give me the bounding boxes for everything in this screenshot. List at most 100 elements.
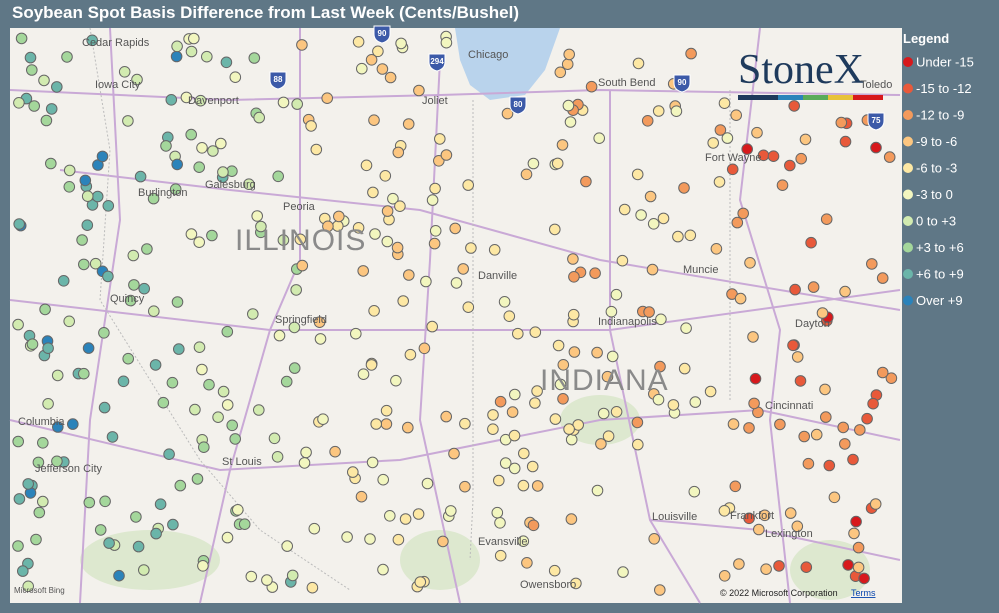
marker [800, 561, 813, 574]
legend-swatch[interactable] [903, 269, 913, 279]
marker [102, 200, 115, 212]
legend-title: Legend [903, 31, 949, 46]
marker [165, 94, 178, 106]
marker [565, 513, 578, 525]
marker [440, 410, 453, 423]
marker [527, 519, 540, 532]
marker [197, 560, 209, 572]
marker [820, 411, 832, 423]
legend-label[interactable]: Under -15 [916, 55, 974, 70]
marker [81, 190, 94, 202]
legend-swatch[interactable] [903, 295, 913, 306]
legend-label[interactable]: Over +9 [916, 293, 963, 308]
marker [529, 397, 541, 409]
marker [563, 423, 575, 435]
legend-label[interactable]: -3 to 0 [916, 187, 953, 202]
legend-swatch[interactable] [903, 163, 913, 173]
legend-label[interactable]: -6 to -3 [916, 161, 957, 176]
marker [185, 128, 197, 141]
marker [24, 51, 37, 64]
marker [517, 535, 530, 548]
marker [91, 190, 104, 203]
marker [459, 480, 471, 493]
marker [22, 580, 35, 593]
legend-label[interactable]: -9 to -6 [916, 134, 957, 149]
marker [657, 212, 670, 225]
marker [13, 97, 25, 109]
marker [641, 115, 654, 127]
state-borders [89, 27, 731, 591]
marker [253, 111, 266, 124]
marker [86, 199, 99, 211]
marker [568, 346, 581, 358]
city-label: Louisville [652, 511, 697, 523]
marker [352, 36, 365, 48]
marker [96, 150, 109, 163]
marker [384, 71, 397, 84]
city-label: Toledo [860, 79, 892, 91]
terms-link[interactable]: Terms [851, 588, 876, 598]
marker [113, 569, 125, 582]
legend-swatch[interactable] [903, 242, 913, 253]
city-label: Indianapolis [598, 316, 657, 328]
marker [531, 480, 544, 492]
marker [549, 223, 561, 236]
marker [364, 533, 376, 545]
marker [774, 418, 786, 431]
legend-label[interactable]: -15 to -12 [916, 81, 972, 96]
marker [273, 329, 286, 342]
marker [508, 462, 521, 475]
marker [138, 564, 150, 576]
city-label: Dayton [795, 318, 830, 330]
marker [565, 433, 578, 446]
marker [751, 126, 763, 139]
marker [170, 50, 183, 63]
legend-label[interactable]: -12 to -9 [916, 108, 964, 123]
legend-label[interactable]: +3 to +6 [916, 240, 964, 255]
legend-swatch[interactable] [903, 83, 913, 94]
marker [440, 36, 453, 49]
marker [117, 375, 130, 388]
marker [296, 39, 308, 51]
marker [98, 327, 110, 339]
marker [885, 372, 898, 385]
marker [744, 257, 756, 269]
legend-label[interactable]: +6 to +9 [916, 267, 964, 282]
marker [370, 418, 383, 430]
marker [243, 178, 255, 190]
marker [286, 569, 299, 582]
marker [512, 327, 524, 340]
city-label: Iowa City [95, 79, 141, 91]
marker [867, 397, 879, 410]
marker [313, 316, 326, 329]
legend-swatch[interactable] [903, 189, 913, 200]
marker [277, 234, 290, 246]
marker [678, 182, 690, 194]
marker [94, 524, 107, 536]
marker [667, 399, 680, 411]
marker [376, 63, 389, 75]
marker [57, 275, 70, 287]
marker [680, 322, 692, 335]
legend-swatch[interactable] [903, 136, 913, 147]
marker [166, 376, 179, 389]
city-label: Fort Wayne [705, 152, 761, 164]
marker [554, 66, 567, 79]
marker [308, 522, 321, 535]
legend-label[interactable]: 0 to +3 [916, 214, 956, 229]
legend-swatch[interactable] [903, 110, 913, 120]
marker [527, 157, 540, 170]
map-labels: Cedar Rapids Iowa City Davenport Galesburg B… [18, 25, 892, 591]
marker [580, 175, 592, 188]
marker [32, 456, 45, 469]
marker [760, 563, 772, 576]
marker [647, 218, 660, 230]
marker [858, 572, 870, 585]
marker [799, 133, 812, 146]
marker [428, 237, 441, 250]
marker [272, 170, 285, 183]
marker [397, 295, 410, 307]
highway-number: 75 [872, 116, 881, 125]
legend-swatch[interactable] [903, 216, 913, 226]
legend-swatch[interactable] [903, 57, 913, 67]
